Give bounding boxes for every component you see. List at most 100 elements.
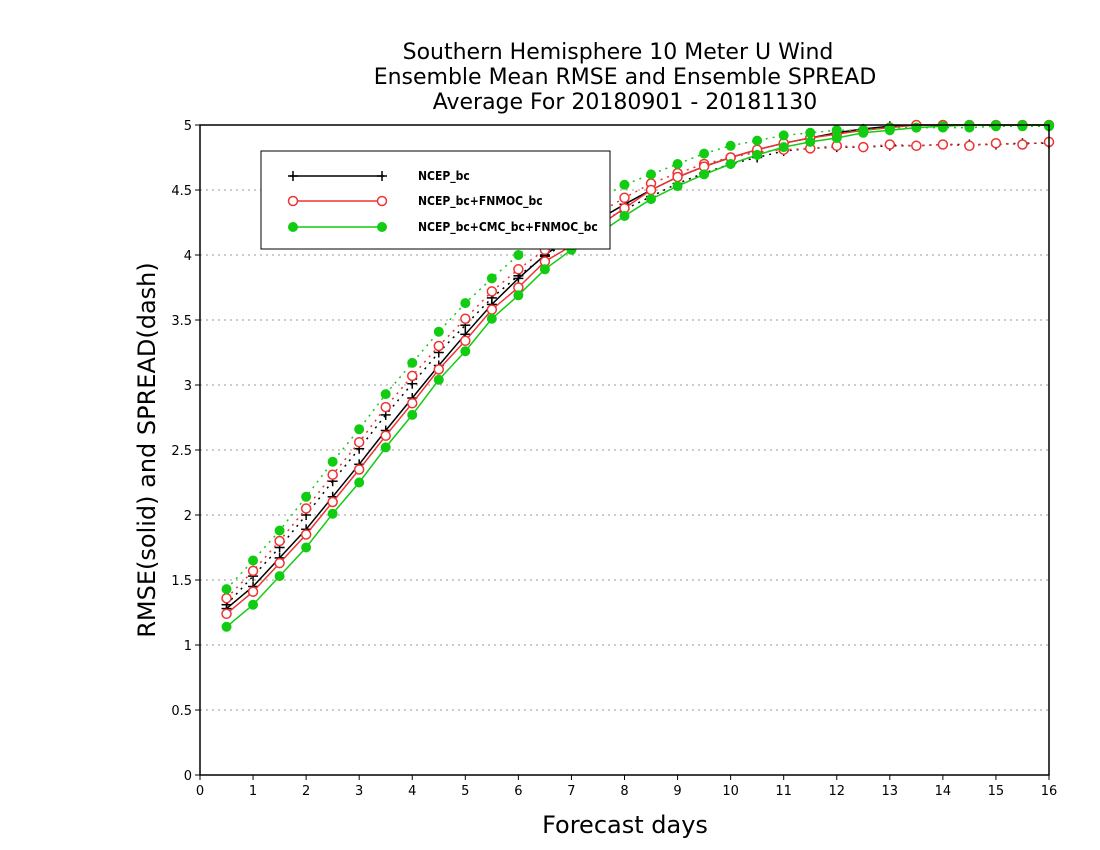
y-tick-label: 3.5	[171, 314, 192, 329]
x-tick-label: 14	[935, 784, 952, 799]
series-3-rmse-point	[433, 374, 444, 385]
x-tick-label: 1	[249, 784, 257, 799]
x-tick-label: 16	[1041, 784, 1058, 799]
series-2-spread-point	[619, 192, 630, 204]
x-tick-label: 11	[775, 784, 792, 799]
chart-title: Southern Hemisphere 10 Meter U Wind Ense…	[374, 40, 877, 115]
series-2-spread-point	[300, 503, 312, 514]
series-3-spread-point	[354, 424, 365, 435]
series-2-spread-point	[353, 436, 365, 448]
series-2-rmse-point	[645, 184, 657, 196]
series-3-rmse-point	[460, 346, 471, 357]
series-3-rmse-point	[725, 159, 736, 169]
series-3-rmse-point	[327, 508, 338, 519]
legend-box	[260, 150, 611, 250]
x-axis-label: Forecast days	[542, 811, 708, 839]
series-2-rmse-point	[380, 430, 391, 441]
series-3-spread-point	[407, 357, 418, 368]
series-2-rmse-point	[407, 397, 418, 409]
series-2-rmse-point	[672, 171, 683, 183]
y-axis-label: RMSE(solid) and SPREAD(dash)	[133, 262, 161, 638]
x-tick-label: 13	[882, 784, 899, 799]
legend-label: NCEP_bc+FNMOC_bc	[418, 194, 543, 209]
series-3-rmse-point	[301, 542, 312, 553]
title-line-1: Southern Hemisphere 10 Meter U Wind	[403, 40, 834, 65]
y-tick-label: 4	[184, 249, 192, 264]
series-3-spread-point	[327, 456, 338, 467]
series-3-rmse-point	[539, 264, 550, 275]
legend-marker	[376, 195, 388, 207]
series-3-spread-point	[248, 555, 259, 566]
series-2-rmse-point	[327, 496, 338, 508]
series-2-rmse-point	[486, 304, 498, 315]
series-3-spread-point	[486, 273, 497, 284]
legend-marker	[288, 222, 298, 232]
series-3-rmse-point	[513, 290, 524, 301]
y-tick-label: 3	[184, 379, 192, 394]
legend-marker	[377, 171, 387, 181]
series-2-spread-point	[911, 140, 922, 152]
legend-marker	[288, 171, 298, 181]
grid-lines	[200, 189, 1049, 711]
x-tick-label: 10	[722, 784, 739, 799]
series-2-spread-point	[486, 286, 498, 297]
y-tick-label: 2.5	[171, 444, 192, 459]
legend-label: NCEP_bc	[418, 169, 470, 184]
x-tick-label: 8	[620, 784, 628, 799]
x-tick-label: 0	[196, 784, 204, 799]
y-tick-label: 1	[184, 639, 192, 654]
series-2-rmse-point	[274, 557, 285, 569]
series-2-spread-point	[433, 340, 445, 352]
series-2-spread-point	[937, 139, 949, 150]
legend-label: NCEP_bc+CMC_bc+FNMOC_bc	[418, 220, 598, 235]
series-3-spread-point	[433, 326, 444, 337]
y-tick-label: 1.5	[171, 574, 192, 589]
x-tick-label: 4	[408, 784, 416, 799]
legend-marker	[287, 195, 299, 207]
series-2-spread-point	[247, 565, 259, 577]
series-2-spread-point	[460, 313, 471, 324]
legend-item: NCEP_bc+CMC_bc+FNMOC_bc	[288, 220, 598, 235]
series-2-spread-point	[274, 535, 285, 547]
series-2-spread-point	[858, 141, 869, 153]
series-3-rmse-point	[778, 142, 789, 153]
series-2-spread-point	[884, 139, 896, 150]
series-3-spread-point	[221, 584, 232, 595]
x-tick-label: 9	[673, 784, 681, 799]
series-3-spread-point	[805, 127, 816, 138]
series-2-spread-point	[221, 592, 232, 604]
series-3-rmse-point	[858, 127, 869, 138]
series-3-rmse-point	[248, 599, 259, 610]
x-tick-label: 5	[461, 784, 469, 799]
series-3-rmse-point	[646, 194, 657, 205]
legend: NCEP_bc NCEP_bc+FNMOC_bc NCEP_bc+CMC_bc+FN…	[260, 150, 611, 250]
y-tick-label: 4.5	[171, 184, 192, 199]
series-2-spread-point	[1017, 139, 1028, 150]
y-tick-label: 5	[184, 119, 192, 134]
series-2-rmse-point	[460, 335, 471, 347]
series-2-spread-point	[380, 401, 391, 413]
legend-marker	[377, 222, 387, 232]
series-3-rmse-point	[486, 313, 497, 324]
legend-item: NCEP_bc+FNMOC_bc	[287, 194, 543, 209]
x-axis: 0 1 2 3 4 5 6 7 8 9 10 11 12 13 14 15 16	[196, 775, 1057, 799]
series-3-spread-point	[646, 169, 657, 180]
series-3-spread-point	[274, 525, 285, 536]
series-3-spread-point	[672, 159, 683, 169]
series-2-spread-point	[327, 469, 338, 480]
series-3-rmse-point	[937, 121, 948, 132]
x-tick-label: 12	[828, 784, 845, 799]
title-line-2: Ensemble Mean RMSE and Ensemble SPREAD	[374, 65, 877, 90]
y-tick-label: 2	[184, 509, 192, 524]
series-3-spread-point	[460, 298, 471, 309]
series-2-spread-point	[990, 137, 1002, 149]
series-3-rmse-point	[699, 169, 710, 180]
series-1-rmse-point	[513, 273, 524, 284]
series-2-spread-point	[513, 264, 524, 275]
series-3-rmse-point	[221, 621, 232, 632]
series-2-spread-point	[407, 370, 418, 382]
series-2-rmse-point	[353, 464, 365, 475]
series-3-spread-point	[513, 250, 524, 260]
title-line-3: Average For 20180901 - 20181130	[433, 90, 818, 115]
